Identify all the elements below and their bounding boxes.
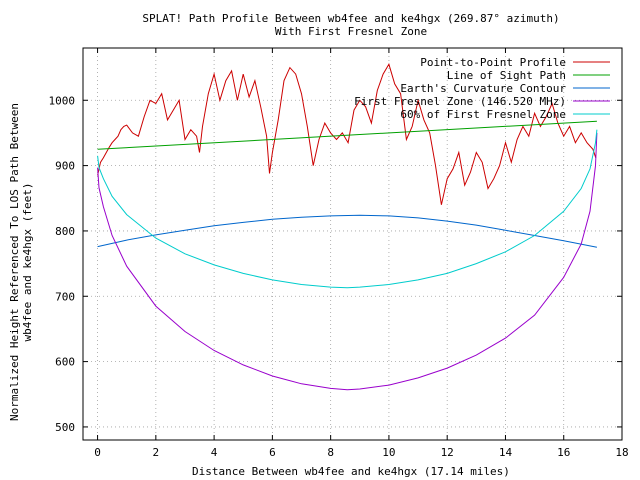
- legend-label-0: Point-to-Point Profile: [420, 56, 566, 69]
- x-tick-label: 12: [441, 446, 454, 459]
- y-tick-label: 900: [55, 160, 75, 173]
- x-tick-label: 2: [153, 446, 160, 459]
- series-line-2: [97, 214, 597, 248]
- x-tick-label: 18: [615, 446, 628, 459]
- y-tick-label: 600: [55, 356, 75, 369]
- y-axis-label-line-2: wb4fee and ke4hgx (feet): [21, 183, 34, 342]
- legend-label-3: First Fresnel Zone (146.520 MHz): [354, 95, 566, 108]
- x-tick-label: 4: [211, 446, 218, 459]
- series-line-4: [97, 129, 598, 289]
- plot-frame: [82, 47, 623, 441]
- x-axis-label: Distance Between wb4fee and ke4hgx (17.1…: [192, 465, 510, 478]
- x-tick-label: 8: [327, 446, 334, 459]
- series-line-1: [97, 120, 597, 150]
- series-lines: [97, 63, 598, 391]
- series-line-0: [97, 63, 597, 205]
- y-tick-label: 700: [55, 290, 75, 303]
- x-tick-label: 10: [382, 446, 395, 459]
- x-tick-label: 14: [499, 446, 513, 459]
- chart-title: SPLAT! Path Profile Between wb4fee and k…: [142, 12, 559, 25]
- legend-label-2: Earth's Curvature Contour: [400, 82, 566, 95]
- y-tick-label: 500: [55, 421, 75, 434]
- x-tick-label: 6: [269, 446, 276, 459]
- y-axis-label-line-1: Normalized Height Referenced To LOS Path…: [8, 103, 21, 421]
- x-tick-label: 16: [557, 446, 570, 459]
- legend-label-1: Line of Sight Path: [447, 69, 566, 82]
- series-line-3: [97, 132, 598, 391]
- chart-subtitle: With First Fresnel Zone: [275, 25, 427, 38]
- x-tick-label: 0: [94, 446, 101, 459]
- y-tick-label: 800: [55, 225, 75, 238]
- axis-ticks: 0 2 4 6 8 10 12 14 16 18 500 600 700 800 900 1000: [49, 48, 629, 459]
- y-tick-label: 1000: [49, 94, 76, 107]
- legend-label-4: 60% of First Fresnel Zone: [400, 108, 566, 121]
